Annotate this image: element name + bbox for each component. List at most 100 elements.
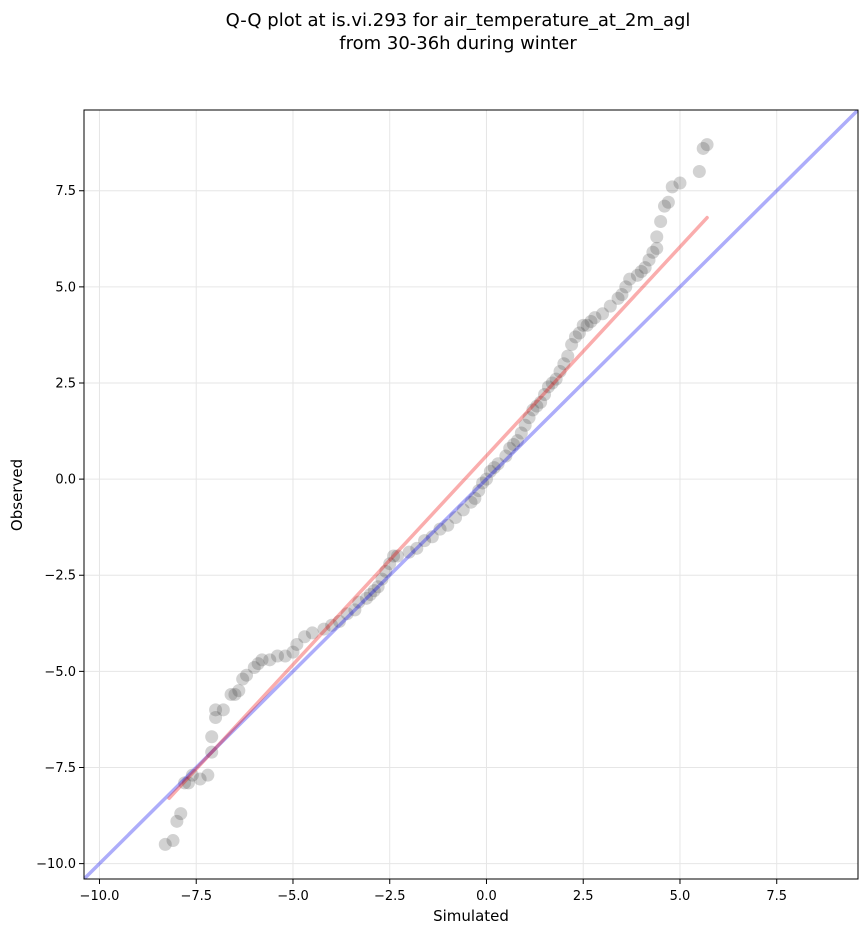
y-tick-label: −2.5 <box>44 569 76 584</box>
data-point <box>568 330 582 344</box>
data-point <box>673 176 687 190</box>
data-point <box>696 141 710 155</box>
data-point <box>557 357 571 371</box>
x-axis-ticks: −10.0 −7.5 −5.0 −2.5 0.0 2.5 5.0 7.5 <box>80 879 787 904</box>
data-point <box>456 503 470 517</box>
data-point <box>630 268 644 282</box>
data-point <box>379 564 393 578</box>
data-point <box>205 745 219 759</box>
data-point <box>491 457 505 471</box>
data-point <box>650 241 664 255</box>
data-point <box>255 653 269 667</box>
data-point <box>216 703 230 717</box>
data-point <box>449 511 463 525</box>
data-point <box>499 449 513 463</box>
data-point <box>181 776 195 790</box>
data-point <box>615 288 629 302</box>
data-point <box>522 411 536 425</box>
data-point <box>665 180 679 194</box>
data-point <box>247 661 261 675</box>
data-point <box>425 530 439 544</box>
data-point <box>510 434 524 448</box>
x-tick-label: −7.5 <box>180 889 212 904</box>
data-point <box>658 199 671 213</box>
data-point <box>634 264 648 278</box>
data-point <box>507 438 521 452</box>
data-point <box>580 318 594 332</box>
data-point <box>387 549 401 563</box>
y-tick-label: 7.5 <box>55 184 76 199</box>
data-point <box>441 518 455 532</box>
data-point <box>530 399 544 413</box>
data-point <box>596 307 610 321</box>
plot-frame <box>83 109 859 880</box>
data-point <box>549 372 563 386</box>
data-point <box>514 426 528 440</box>
x-axis-label: Simulated <box>433 907 509 925</box>
data-point <box>332 614 346 628</box>
fit-line <box>167 215 709 801</box>
data-point <box>487 461 501 475</box>
data-point <box>561 349 575 363</box>
data-point <box>360 591 374 605</box>
data-point <box>538 388 552 402</box>
data-point <box>371 580 385 594</box>
data-point <box>263 653 277 667</box>
data-point <box>390 549 404 563</box>
data-point <box>603 299 617 313</box>
data-point <box>240 668 254 682</box>
chart-title-line-2: from 30-36h during winter <box>339 33 577 54</box>
data-point <box>363 587 377 601</box>
data-point <box>584 314 598 328</box>
data-point <box>661 195 675 209</box>
data-point <box>619 280 633 294</box>
data-point <box>468 491 482 505</box>
x-tick-label: 2.5 <box>573 889 594 904</box>
x-tick-label: 5.0 <box>670 889 691 904</box>
data-point <box>305 626 319 640</box>
data-point <box>534 395 548 409</box>
x-tick-label: 7.5 <box>766 889 787 904</box>
data-point <box>286 645 300 659</box>
data-point <box>483 464 497 478</box>
identity-line <box>84 110 858 879</box>
data-point <box>472 484 486 498</box>
data-point <box>228 687 242 701</box>
data-point <box>278 649 292 663</box>
data-point <box>588 311 602 325</box>
data-point <box>623 272 637 286</box>
data-point <box>611 291 625 305</box>
data-point <box>325 618 339 632</box>
data-point <box>201 768 215 782</box>
grid-lines <box>84 110 858 879</box>
y-tick-label: −10.0 <box>36 857 76 872</box>
data-point <box>433 522 447 536</box>
y-tick-label: −7.5 <box>44 761 76 776</box>
y-axis-label: Observed <box>8 459 26 531</box>
data-point <box>224 687 238 701</box>
data-point <box>166 834 180 848</box>
data-point <box>576 318 590 332</box>
data-point <box>464 495 478 509</box>
data-point <box>209 703 223 717</box>
data-point <box>232 684 246 698</box>
data-point <box>340 607 354 621</box>
y-tick-label: 0.0 <box>55 473 76 488</box>
data-point <box>178 776 192 790</box>
y-axis-ticks: −10.0 −7.5 −5.0 −2.5 0.0 2.5 5.0 7.5 <box>36 184 84 872</box>
data-point <box>251 657 265 671</box>
data-point <box>236 672 250 686</box>
data-point <box>565 338 579 352</box>
data-point <box>375 572 389 586</box>
data-point <box>205 730 219 744</box>
data-point <box>170 814 184 828</box>
data-point <box>193 772 207 786</box>
reference-lines <box>84 110 858 879</box>
data-point <box>185 768 199 782</box>
x-tick-label: −10.0 <box>80 889 120 904</box>
x-tick-label: −5.0 <box>277 889 309 904</box>
data-point <box>503 441 517 455</box>
data-point <box>545 376 559 390</box>
data-point <box>290 637 304 651</box>
